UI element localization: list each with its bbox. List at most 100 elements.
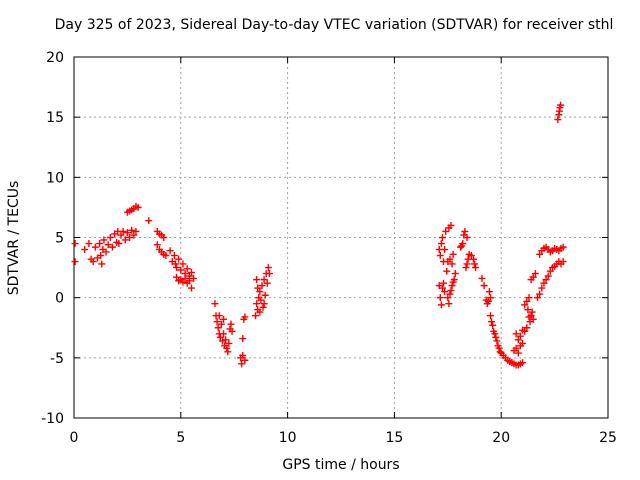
- data-point: [493, 337, 501, 345]
- data-point: [536, 250, 544, 258]
- data-point: [217, 320, 225, 328]
- data-point: [108, 243, 116, 251]
- data-point: [132, 227, 140, 235]
- y-tick-label: 20: [46, 50, 64, 66]
- data-point: [119, 227, 127, 235]
- data-point: [478, 274, 486, 282]
- data-point: [542, 276, 550, 284]
- data-point: [253, 300, 261, 308]
- data-point: [85, 240, 93, 248]
- data-point: [461, 227, 469, 235]
- y-tick-label: -10: [41, 411, 64, 427]
- data-point: [260, 300, 268, 308]
- data-point: [538, 284, 546, 292]
- data-point: [546, 267, 554, 275]
- data-point: [469, 255, 477, 263]
- data-point: [512, 330, 520, 338]
- data-point: [559, 243, 567, 251]
- data-point: [487, 294, 495, 302]
- data-point: [238, 360, 246, 368]
- data-point: [265, 270, 273, 278]
- x-tick-label: 5: [176, 430, 185, 446]
- data-point: [480, 282, 488, 290]
- data-point: [524, 306, 532, 314]
- data-point: [529, 273, 537, 281]
- data-point: [521, 327, 529, 335]
- chart-title: Day 325 of 2023, Sidereal Day-to-day VTE…: [54, 17, 614, 33]
- data-point: [540, 279, 548, 287]
- data-point: [441, 246, 449, 254]
- data-point: [260, 276, 268, 284]
- data-point: [436, 294, 444, 302]
- data-point: [491, 330, 499, 338]
- x-tick-label: 25: [599, 430, 617, 446]
- y-tick-label: 5: [55, 231, 64, 247]
- data-point: [463, 260, 471, 268]
- data-point: [91, 243, 99, 251]
- data-point: [170, 252, 178, 260]
- data-point: [440, 279, 448, 287]
- data-point: [446, 290, 454, 298]
- x-tick-label: 10: [279, 430, 297, 446]
- data-point: [514, 336, 522, 344]
- data-point: [512, 344, 520, 352]
- data-point: [264, 264, 272, 272]
- data-point: [257, 296, 265, 304]
- data-point: [177, 266, 185, 274]
- data-point: [487, 312, 495, 320]
- data-point: [215, 312, 223, 320]
- data-point: [488, 318, 496, 326]
- data-point: [449, 250, 457, 258]
- data-point: [447, 286, 455, 294]
- data-point: [462, 264, 470, 272]
- data-point: [436, 252, 444, 260]
- data-point: [179, 278, 187, 286]
- data-point: [173, 273, 181, 281]
- data-point: [514, 349, 522, 357]
- data-point: [529, 315, 537, 323]
- data-point: [554, 116, 562, 124]
- data-point: [438, 284, 446, 292]
- data-point: [441, 288, 449, 296]
- data-point: [525, 294, 533, 302]
- axis-ticks: 0 5 10 15 20 25 -10 -5 0 5 10 15 20: [41, 50, 617, 446]
- plot-frame: [73, 56, 609, 419]
- data-point: [166, 247, 174, 255]
- data-point: [128, 226, 136, 234]
- data-point: [253, 276, 261, 284]
- data-point: [437, 301, 445, 309]
- data-point: [463, 234, 471, 241]
- data-point: [447, 221, 455, 229]
- data-point: [181, 274, 189, 282]
- data-point: [495, 344, 503, 352]
- data-point: [227, 320, 235, 328]
- data-point: [258, 282, 266, 290]
- data-point: [256, 308, 264, 316]
- data-point: [89, 258, 97, 266]
- data-point: [104, 241, 112, 249]
- data-point: [519, 359, 527, 367]
- data-point: [472, 264, 480, 272]
- data-point: [160, 234, 168, 241]
- data-point: [175, 255, 183, 263]
- data-point: [71, 258, 79, 266]
- data-point: [185, 277, 193, 285]
- data-point: [96, 240, 104, 248]
- data-point: [239, 335, 247, 343]
- grid-lines: [74, 57, 608, 418]
- x-tick-label: 15: [385, 430, 403, 446]
- data-point: [81, 246, 89, 254]
- data-point: [259, 303, 267, 311]
- data-point: [523, 297, 531, 305]
- data-point: [223, 344, 231, 352]
- data-point: [130, 231, 138, 239]
- data-point: [527, 312, 535, 320]
- data-point: [225, 339, 233, 347]
- data-point: [437, 240, 445, 248]
- data-point: [224, 348, 232, 356]
- data-point: [536, 290, 544, 298]
- data-point: [220, 330, 228, 338]
- data-point: [450, 276, 458, 284]
- data-point: [256, 288, 264, 296]
